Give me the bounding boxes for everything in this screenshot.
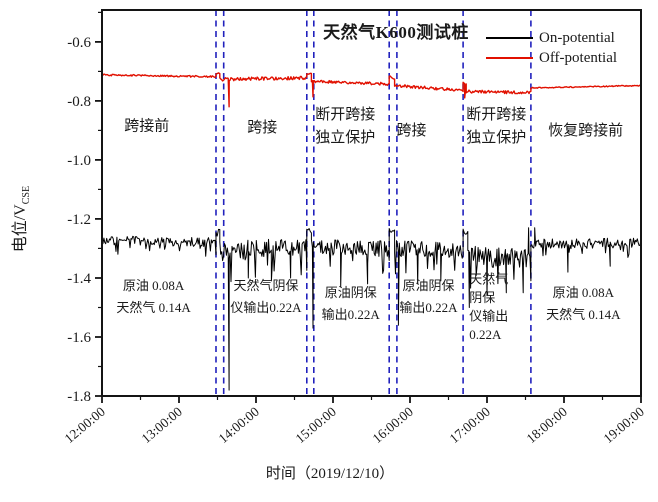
region-label: 独立保护 (315, 129, 375, 146)
current-annotation: 输出0.22A (322, 307, 381, 322)
x-axis-label: 时间（2019/12/10） (265, 466, 395, 482)
region-label: 独立保护 (466, 129, 526, 146)
y-tick-label: -0.6 (67, 35, 91, 51)
on-potential-line-swatch (486, 37, 533, 39)
current-annotation: 原油阴保 (402, 278, 454, 293)
current-annotation: 天然气阴保 (233, 278, 298, 293)
legend: On-potential Off-potential (486, 28, 617, 68)
series-on-potential (102, 227, 641, 391)
region-label: 跨接前 (124, 117, 169, 134)
y-tick-label: -1.8 (67, 389, 91, 405)
y-axis-label-main: 电位/V (11, 204, 29, 253)
y-tick-label: -1.0 (67, 153, 91, 169)
region-label: 断开跨接 (315, 106, 375, 123)
y-tick-label: -1.2 (67, 212, 91, 228)
current-annotation: 原油 0.08A (123, 278, 185, 293)
x-tick-label: 14:00:00 (216, 404, 263, 447)
current-annotation: 仪输出0.22A (230, 300, 302, 315)
off-potential-line-swatch (486, 57, 533, 59)
x-tick-label: 13:00:00 (139, 404, 186, 447)
current-annotation: 阴保 (469, 290, 495, 305)
legend-label-on-potential: On-potential (539, 29, 615, 46)
y-axis-label: 电位/VCSE (6, 159, 32, 279)
current-annotation: 原油 0.08A (553, 285, 615, 300)
current-annotation: 原油阴保 (325, 285, 377, 300)
y-axis-label-subscript: CSE (21, 185, 33, 205)
legend-item-on-potential: On-potential (486, 28, 617, 48)
x-tick-label: 12:00:00 (62, 404, 109, 447)
x-tick-label: 17:00:00 (447, 404, 494, 447)
region-label: 断开跨接 (466, 106, 526, 123)
current-annotation: 天然气 (469, 271, 508, 286)
current-annotation: 仪输出 (469, 308, 508, 323)
y-tick-label: -1.4 (67, 271, 91, 287)
region-label: 恢复跨接前 (548, 121, 623, 139)
legend-label-off-potential: Off-potential (539, 49, 618, 66)
current-annotation: 天然气 0.14A (546, 307, 621, 322)
x-tick-label: 16:00:00 (370, 404, 417, 447)
x-tick-label: 15:00:00 (293, 404, 340, 447)
y-tick-label: -0.8 (67, 94, 91, 110)
x-tick-label: 19:00:00 (601, 404, 648, 447)
y-tick-label: -1.6 (67, 330, 91, 346)
region-label: 跨接 (396, 122, 426, 139)
series-off-potential (102, 72, 641, 108)
legend-item-off-potential: Off-potential (486, 48, 617, 68)
chart-title: 天然气K600测试桩 (323, 23, 469, 42)
current-annotation: 天然气 0.14A (116, 300, 191, 315)
region-label: 跨接 (247, 119, 277, 136)
x-tick-label: 18:00:00 (524, 404, 571, 447)
current-annotation: 输出0.22A (399, 300, 458, 315)
current-annotation: 0.22A (469, 327, 502, 342)
